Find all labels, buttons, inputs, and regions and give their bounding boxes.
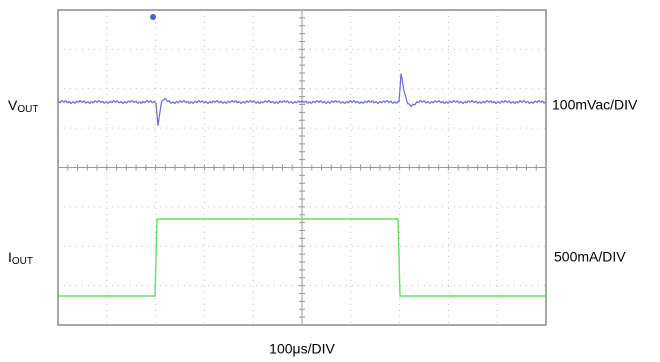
grid	[57, 9, 547, 326]
trigger-marker	[150, 14, 156, 20]
vout-label: VOUT	[8, 97, 38, 115]
iout-sub: OUT	[12, 256, 33, 267]
i-scale: 500mA/DIV	[554, 249, 626, 265]
iout-main: I	[8, 249, 12, 265]
v-scale: 100mVac/DIV	[552, 97, 638, 113]
iout-trace	[58, 218, 546, 297]
vout-trace	[57, 73, 547, 126]
time-scale: 100μs/DIV	[269, 341, 335, 357]
iout-label: IOUT	[8, 249, 33, 267]
vout-sub: OUT	[17, 104, 38, 115]
vout-main: V	[8, 97, 18, 113]
